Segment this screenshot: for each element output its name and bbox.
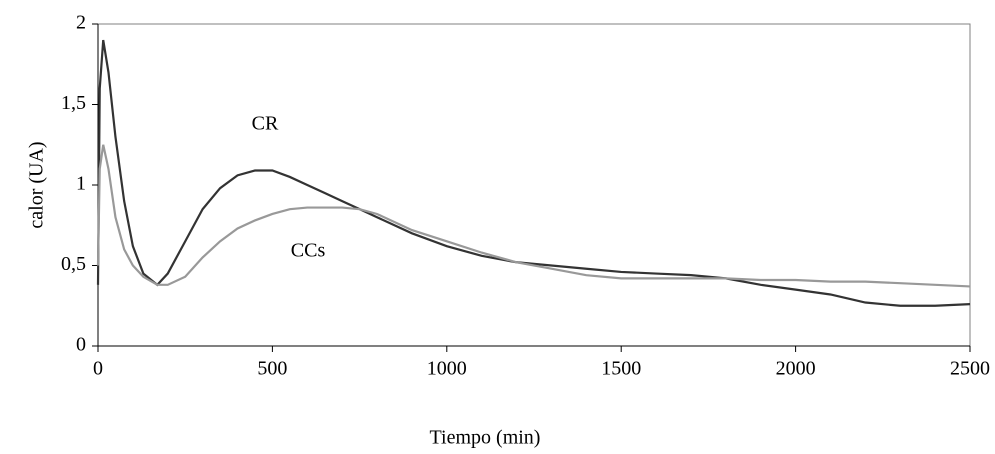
x-tick-label: 0	[93, 358, 103, 380]
y-tick-label: 1,5	[61, 92, 86, 114]
x-tick-label: 1500	[601, 358, 641, 380]
y-tick-label: 0	[76, 334, 86, 356]
series-line	[96, 39, 971, 307]
x-tick-label: 500	[257, 358, 287, 380]
x-tick-label: 1000	[427, 358, 467, 380]
y-tick-label: 1	[76, 173, 86, 195]
x-axis-title: Tiempo (min)	[430, 427, 541, 449]
x-tick-label: 2500	[950, 358, 990, 380]
y-tick-label: 2	[76, 12, 86, 34]
y-tick-label: 0,5	[61, 253, 86, 275]
y-axis-title: calor (UA)	[26, 141, 48, 228]
series-label: CCs	[291, 240, 326, 262]
plot-frame	[97, 23, 971, 347]
x-tick-label: 2000	[776, 358, 816, 380]
series-line	[96, 144, 971, 288]
series-label: CR	[252, 113, 279, 135]
